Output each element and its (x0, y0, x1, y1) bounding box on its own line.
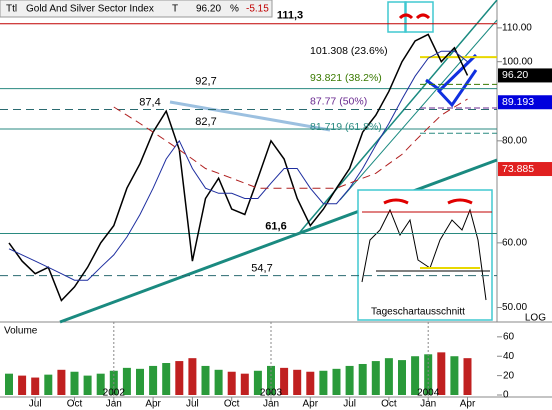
fib-label: 101.308 (23.6%) (310, 45, 388, 57)
x-tick-label: Jan (263, 399, 279, 410)
volume-bar (149, 365, 158, 395)
volume-bar (122, 367, 131, 395)
fib-label: 87.77 (50%) (310, 96, 367, 108)
level-label: 87,4 (139, 96, 160, 108)
header-title: Gold And Silver Sector Index (26, 4, 154, 15)
volume-bar (450, 356, 459, 395)
x-tick-label: Oct (67, 399, 83, 410)
year-label: 2002 (103, 388, 126, 399)
header-ttl: Ttl (6, 4, 17, 15)
level-label: 54,7 (251, 263, 272, 275)
header-t: T (172, 4, 178, 15)
volume-bar (319, 370, 328, 395)
fib-label: 81.719 (61.8%) (310, 121, 382, 133)
volume-bar (253, 370, 262, 395)
price-tag-label: 89.193 (502, 96, 534, 108)
volume-bar (175, 361, 184, 395)
volume-bar (188, 358, 197, 395)
x-tick-label: Jul (186, 399, 199, 410)
volume-bar (280, 367, 289, 395)
volume-bar (240, 373, 249, 395)
x-tick-label: Oct (224, 399, 240, 410)
volume-bar (5, 373, 13, 395)
volume-bar (201, 365, 210, 395)
trend-line (59, 158, 498, 324)
y-tick-label: 0 (503, 390, 509, 401)
highlight-box (404, 1, 434, 33)
volume-bar (227, 371, 236, 395)
x-tick-label: Apr (303, 399, 319, 410)
volume-bar (162, 363, 171, 395)
volume-bar (306, 371, 315, 395)
x-tick-label: Apr (145, 399, 161, 410)
fib-label: 93.821 (38.2%) (310, 72, 382, 84)
volume-bar (18, 375, 27, 395)
price-tag (498, 95, 552, 110)
price-tag (498, 162, 552, 177)
header-bar (0, 0, 273, 18)
series-line (8, 50, 468, 281)
volume-bar (31, 377, 40, 395)
volume-bar (345, 365, 354, 395)
price-tag (498, 68, 552, 83)
header: Ttl Gold And Silver Sector Index T 96.20… (0, 0, 273, 18)
year-label: 2004 (417, 388, 440, 399)
volume-bar (214, 369, 223, 395)
volume-bar (70, 371, 79, 395)
x-tick-label: Jul (343, 399, 356, 410)
y-tick-label: 80.00 (502, 135, 527, 146)
volume-label: Volume (4, 326, 38, 337)
y-tick-label: 60 (503, 331, 515, 342)
volume-bar (136, 368, 144, 395)
x-tick-label: Apr (460, 399, 476, 410)
trend-line (339, 19, 498, 201)
price-tag-label: 96.20 (502, 69, 528, 81)
x-tick-label: Jan (106, 399, 122, 410)
header-change: -5.15 (246, 4, 269, 15)
level-label: 61,6 (265, 220, 286, 232)
volume-bar (437, 352, 446, 395)
price-tag-label: 73.885 (502, 163, 534, 175)
volume-bar (267, 365, 275, 395)
level-label: 92,7 (195, 75, 216, 87)
volume-bar (398, 360, 406, 395)
header-pct: % (230, 4, 239, 15)
volume-bar (463, 358, 472, 395)
volume-bar (293, 369, 302, 395)
y-tick-label: 100.00 (502, 56, 533, 67)
volume-bar (57, 369, 66, 395)
level-label: 111,3 (277, 10, 303, 22)
volume-bar (332, 368, 341, 395)
inset (357, 189, 493, 321)
level-label: 82,7 (195, 116, 216, 128)
y-tick-label: 20 (503, 370, 515, 381)
header-last: 96.20 (196, 4, 221, 15)
scale-label: LOG (525, 313, 546, 324)
inset-top (383, 198, 473, 205)
y-tick-label: 110.00 (502, 23, 532, 34)
x-tick-label: Jan (420, 399, 436, 410)
year-label: 2003 (260, 388, 283, 399)
series-line (8, 33, 469, 302)
volume-bar (44, 374, 53, 395)
plot: Tageschartausschnitt (0, 0, 552, 398)
y-tick-label: 40 (503, 351, 515, 362)
trend-line (169, 100, 331, 132)
volume-bar (371, 361, 380, 395)
x-tick-label: Oct (381, 399, 397, 410)
volume-bar (384, 358, 393, 395)
volume-bar (96, 373, 105, 395)
y-tick-label: 60.00 (502, 238, 527, 249)
volume-bar (358, 363, 367, 395)
y-tick-label: 50.00 (502, 302, 527, 313)
volume-bar (411, 356, 420, 395)
series-line (113, 98, 468, 189)
inset-label: Tageschartausschnitt (371, 307, 465, 318)
volume-bar (83, 375, 92, 395)
highlight-box (387, 1, 407, 33)
x-tick-label: Jul (29, 399, 42, 410)
top-marker (398, 13, 431, 20)
